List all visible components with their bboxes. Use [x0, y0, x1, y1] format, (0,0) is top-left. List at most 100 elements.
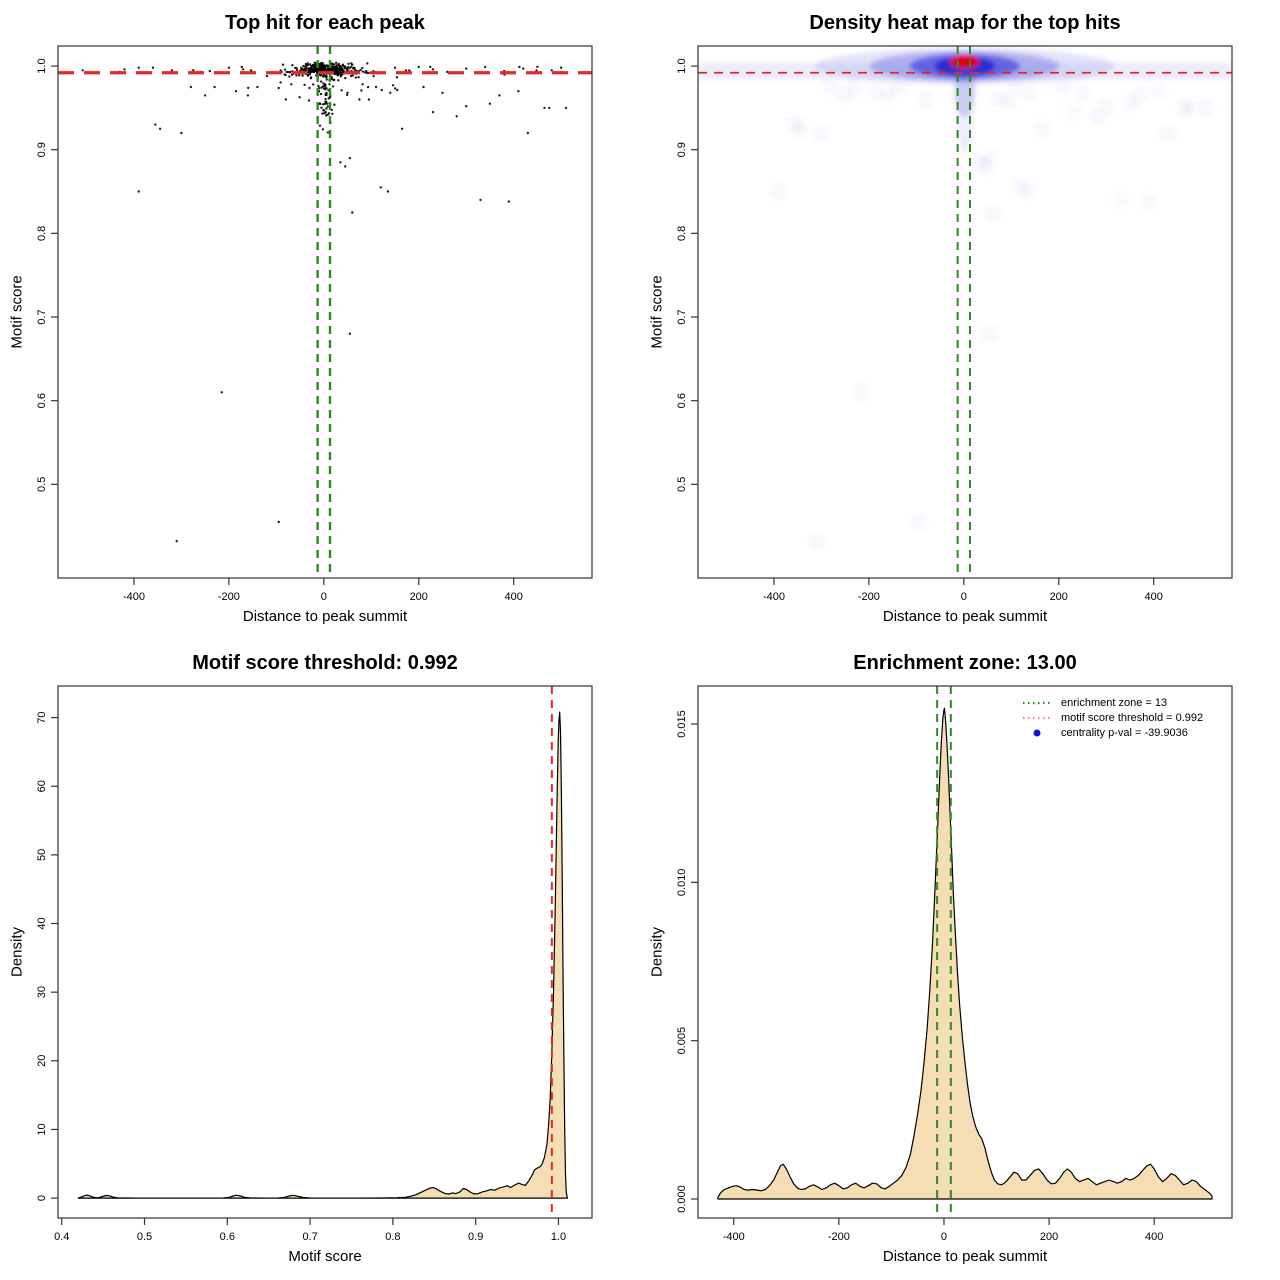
x-tick-label: 400: [1145, 1231, 1163, 1243]
panel-title: Enrichment zone: 13.00: [853, 652, 1077, 674]
heat-smudge: [813, 124, 830, 141]
plot-box: [697, 685, 1233, 1219]
heat-smudge: [889, 78, 906, 95]
heat-smudge: [808, 533, 825, 550]
panel-title: Motif score threshold: 0.992: [192, 652, 458, 674]
x-tick-label: -400: [723, 1231, 745, 1243]
x-tick-label: -200: [218, 591, 240, 603]
heat-smudge: [981, 325, 998, 342]
y-tick-label: 50: [36, 849, 48, 861]
x-tick-label: 0: [961, 591, 967, 603]
legend-label: centrality p-val = -39.9036: [1061, 727, 1188, 739]
legend-swatch-point: [1033, 729, 1041, 737]
heat-smudge: [1019, 183, 1036, 200]
y-tick-label: 40: [36, 917, 48, 929]
y-tick-label: 0.9: [676, 142, 688, 157]
density-heatmap-plot: -400 -200 0 200 400 0.5 0.6 0.7 0.8 0.9 1.0: [676, 45, 1233, 603]
heat-smudge: [1159, 124, 1176, 141]
x-tick-label: 1.0: [551, 1231, 566, 1243]
x-axis-label: Motif score: [288, 1248, 362, 1265]
legend-label: motif score threshold = 0.992: [1061, 712, 1203, 724]
y-tick-label: 0: [36, 1195, 48, 1201]
y-tick-label: 0.8: [676, 226, 688, 241]
heat-smudge: [1098, 98, 1115, 115]
x-tick-label: 400: [1145, 591, 1163, 603]
x-tick-label: 0.9: [468, 1231, 483, 1243]
x-tick-label: 200: [1040, 1231, 1058, 1243]
y-tick-label: 20: [36, 1055, 48, 1067]
heat-smudge: [917, 91, 934, 108]
panel-title: Density heat map for the top hits: [809, 12, 1121, 34]
density-area: [77, 711, 569, 1199]
plot-box: [57, 685, 593, 1219]
heat-smudge: [1197, 99, 1214, 116]
y-tick-label: 60: [36, 780, 48, 792]
heat-smudge: [770, 183, 787, 200]
heat-smudge: [984, 204, 1001, 221]
y-tick-label: 30: [36, 986, 48, 998]
y-tick-label: 0.7: [36, 309, 48, 324]
motif-score-density-plot: 0.4 0.5 0.6 0.7 0.8 0.9 1.0 0 10 20 30 40 50 60 70: [36, 685, 593, 1243]
heat-smudge: [910, 513, 927, 530]
x-tick-label: 0.6: [220, 1231, 235, 1243]
x-axis-label: Distance to peak summit: [882, 1248, 1048, 1265]
heat-smudge: [1150, 83, 1167, 100]
density-curve: [717, 707, 1213, 1200]
x-tick-label: -400: [763, 591, 785, 603]
y-tick-label: 0.7: [676, 309, 688, 324]
y-tick-label: 10: [36, 1123, 48, 1135]
y-tick-label: 0.9: [36, 142, 48, 157]
heat-smudge: [1055, 78, 1072, 95]
panel-motif-score-density: 0.4 0.5 0.6 0.7 0.8 0.9 1.0 0 10 20 30 40 50 60 70 Mot…: [0, 640, 640, 1280]
y-tick-label: 0.5: [36, 477, 48, 492]
y-tick-label: 0.6: [36, 393, 48, 408]
x-tick-label: 0.7: [302, 1231, 317, 1243]
x-tick-label: -200: [828, 1231, 850, 1243]
y-tick-label: 0.000: [676, 1185, 688, 1213]
heat-smudge: [1088, 108, 1105, 125]
y-tick-label: 0.5: [676, 477, 688, 492]
heat-smudge: [1181, 99, 1198, 116]
heat-smudge: [822, 78, 839, 95]
plot-box: [57, 45, 593, 579]
heat-smudge: [1112, 191, 1129, 208]
heat-smudge: [1000, 91, 1017, 108]
y-axis-label: Density: [8, 926, 26, 978]
top-hit-scatter-plot: -400 -200 0 200 400 0.5 0.6 0.7 0.8 0.9 1.0: [36, 45, 593, 603]
y-tick-label: 1.0: [676, 58, 688, 73]
y-tick-label: 0.005: [676, 1027, 688, 1055]
panel-top-hit-scatter: -400 -200 0 200 400 0.5 0.6 0.7 0.8 0.9 1.0 Top hi…: [0, 0, 640, 640]
y-axis-label: Motif score: [648, 275, 666, 349]
heatmap-layer: [698, 48, 1232, 550]
heat-smudge: [1034, 120, 1051, 137]
heat-smudge: [792, 120, 809, 137]
panel-density-heatmap: -400 -200 0 200 400 0.5 0.6 0.7 0.8 0.9 1.0 Densit…: [640, 0, 1280, 640]
heat-blob: [956, 62, 973, 153]
heat-blob: [949, 55, 980, 69]
heat-smudge: [846, 78, 863, 95]
heat-smudge: [1131, 87, 1148, 104]
x-axis-label: Distance to peak summit: [882, 608, 1048, 625]
x-tick-label: -200: [858, 591, 880, 603]
x-tick-label: 0.4: [54, 1231, 69, 1243]
x-tick-label: 200: [410, 591, 428, 603]
legend-label: enrichment zone = 13: [1061, 697, 1167, 709]
legend: enrichment zone = 13 motif score threshol…: [1023, 697, 1203, 739]
distance-density-plot: -400 -200 0 200 400 0.000 0.005 0.010 0.015 enric…: [676, 685, 1233, 1243]
heat-smudge: [1074, 84, 1091, 101]
y-tick-label: 70: [36, 711, 48, 723]
panel-title: Top hit for each peak: [225, 12, 425, 34]
x-tick-label: 0.5: [137, 1231, 152, 1243]
density-curve: [77, 711, 569, 1199]
x-tick-label: 0.8: [385, 1231, 400, 1243]
plot-box: [697, 45, 1233, 579]
x-tick-label: 0: [321, 591, 327, 603]
heat-smudge: [1140, 193, 1157, 210]
x-tick-label: -400: [123, 591, 145, 603]
y-axis-label: Density: [648, 926, 666, 978]
y-tick-label: 0.8: [36, 226, 48, 241]
y-tick-label: 0.6: [676, 393, 688, 408]
x-tick-label: 400: [505, 591, 523, 603]
heat-smudge: [853, 384, 870, 401]
